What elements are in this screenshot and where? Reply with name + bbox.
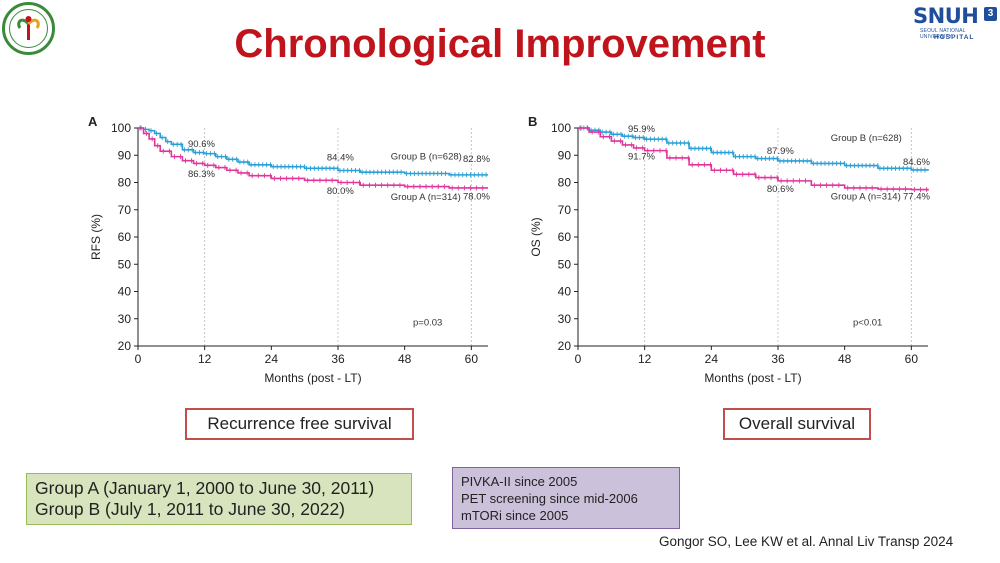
- data-label: 80.0%: [327, 186, 354, 197]
- panel-letter: A: [88, 114, 98, 129]
- slide-title: Chronological Improvement: [234, 22, 766, 66]
- data-label: 82.8%: [463, 154, 490, 165]
- data-label: 84.6%: [903, 157, 930, 168]
- data-label: 91.7%: [628, 151, 655, 162]
- y-tick-label: 80: [558, 176, 572, 190]
- group-b-definition: Group B (July 1, 2011 to June 30, 2022): [35, 499, 346, 519]
- group-b-curve: [138, 127, 488, 176]
- snuh-logo-text: SNUH: [913, 4, 979, 28]
- note-pivka: PIVKA-II since 2005: [461, 474, 578, 489]
- data-label: Group A (n=314): [391, 192, 461, 203]
- rfs-chart-svg: A 20 30 40 50 60 70 80 90 100 0 12 24 36 48 60 Months (p…: [88, 114, 490, 385]
- y-tick-label: 50: [558, 257, 572, 271]
- y-tick-label: 80: [118, 176, 132, 190]
- x-tick-label: 60: [465, 352, 479, 366]
- x-tick-label: 12: [638, 352, 652, 366]
- data-label: Group B (n=628): [831, 133, 902, 144]
- y-tick-label: 70: [558, 203, 572, 217]
- x-tick-label: 24: [265, 352, 279, 366]
- p-value-label: p=0.03: [413, 318, 442, 329]
- y-tick-label: 100: [551, 121, 571, 135]
- x-tick-label: 24: [705, 352, 719, 366]
- x-tick-label: 36: [771, 352, 785, 366]
- data-label: 86.3%: [188, 169, 215, 180]
- x-tick-label: 0: [135, 352, 142, 366]
- y-tick-label: 30: [558, 312, 572, 326]
- y-tick-label: 30: [118, 312, 132, 326]
- data-label: 84.4%: [327, 153, 354, 164]
- data-label: 77.4%: [903, 191, 930, 202]
- y-tick-label: 70: [118, 203, 132, 217]
- group-a-curve: [578, 127, 929, 191]
- left-logo: [0, 0, 57, 57]
- y-tick-label: 20: [558, 339, 572, 353]
- group-b-curve: [578, 127, 929, 171]
- x-tick-label: 48: [398, 352, 412, 366]
- data-label: 78.0%: [463, 191, 490, 202]
- x-tick-label: 60: [905, 352, 919, 366]
- snuh-logo-subtitle: SEOUL NATIONAL UNIVERSITY: [920, 28, 966, 40]
- y-tick-label: 100: [111, 121, 131, 135]
- y-tick-label: 40: [118, 285, 132, 299]
- y-tick-label: 90: [558, 148, 572, 162]
- p-value-label: p<0.01: [853, 318, 882, 329]
- x-tick-label: 36: [331, 352, 345, 366]
- data-label: 80.6%: [767, 184, 794, 195]
- data-label: Group A (n=314): [831, 191, 901, 202]
- y-tick-label: 20: [118, 339, 132, 353]
- x-axis-label: Months (post - LT): [264, 371, 361, 385]
- snuh-logo-hospital: HOSPITAL: [934, 34, 975, 41]
- group-a-curve: [138, 127, 488, 189]
- rfs-caption: Recurrence free survival: [185, 408, 414, 440]
- x-tick-label: 48: [838, 352, 852, 366]
- x-tick-label: 12: [198, 352, 212, 366]
- snuh-logo-badge: 3: [984, 7, 997, 21]
- notes-box: PIVKA-II since 2005 PET screening since …: [452, 467, 680, 529]
- citation: Gongor SO, Lee KW et al. Annal Liv Trans…: [659, 534, 954, 549]
- panel-letter: B: [528, 114, 537, 129]
- data-label: Group B (n=628): [391, 151, 462, 162]
- x-axis-label: Months (post - LT): [704, 371, 801, 385]
- y-tick-label: 60: [558, 230, 572, 244]
- os-chart: B 20 30 40 50 60 70 80 90 100 0 12 24 36 48 60 Months (p…: [520, 108, 930, 398]
- data-label: 95.9%: [628, 124, 655, 135]
- rfs-chart: A 20 30 40 50 60 70 80 90 100 0 12 24 36 48 60 Months (p…: [80, 108, 490, 398]
- y-tick-label: 90: [118, 148, 132, 162]
- y-tick-label: 60: [118, 230, 132, 244]
- groups-legend-box: Group A (January 1, 2000 to June 30, 201…: [26, 473, 412, 525]
- note-pet: PET screening since mid-2006: [461, 491, 638, 506]
- note-mtori: mTORi since 2005: [461, 508, 569, 523]
- y-axis-label: OS (%): [529, 217, 543, 256]
- y-tick-label: 40: [558, 285, 572, 299]
- group-a-definition: Group A (January 1, 2000 to June 30, 201…: [35, 478, 375, 498]
- data-label: 87.9%: [767, 146, 794, 157]
- os-chart-svg: B 20 30 40 50 60 70 80 90 100 0 12 24 36 48 60 Months (p…: [528, 114, 930, 385]
- y-axis-label: RFS (%): [89, 214, 103, 260]
- os-caption: Overall survival: [723, 408, 871, 440]
- snuh-logo: SNUH 3 SEOUL NATIONAL UNIVERSITY HOSPITA…: [910, 4, 998, 44]
- data-label: 90.6%: [188, 139, 215, 150]
- x-tick-label: 0: [575, 352, 582, 366]
- y-tick-label: 50: [118, 257, 132, 271]
